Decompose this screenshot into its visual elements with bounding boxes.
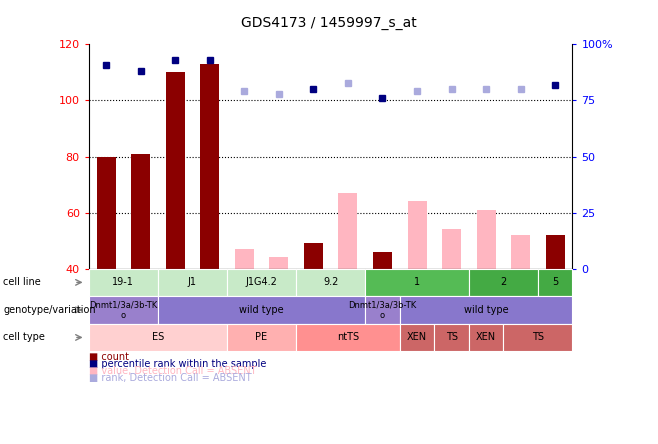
Text: XEN: XEN (476, 333, 496, 342)
Text: cell type: cell type (3, 333, 45, 342)
Bar (338, 193, 357, 269)
Bar (269, 258, 288, 269)
Text: genotype/variation: genotype/variation (3, 305, 96, 315)
Bar (407, 202, 426, 269)
Text: J1: J1 (188, 278, 197, 287)
Text: ■ count: ■ count (89, 352, 129, 362)
Bar (304, 243, 323, 269)
Text: ntTS: ntTS (337, 333, 359, 342)
Text: PE: PE (255, 333, 268, 342)
Bar (166, 72, 185, 269)
Text: ■ rank, Detection Call = ABSENT: ■ rank, Detection Call = ABSENT (89, 373, 251, 383)
Bar (131, 154, 150, 269)
Text: TS: TS (445, 333, 457, 342)
Bar (235, 249, 254, 269)
Text: ■ value, Detection Call = ABSENT: ■ value, Detection Call = ABSENT (89, 366, 257, 376)
Bar (511, 235, 530, 269)
Text: GDS4173 / 1459997_s_at: GDS4173 / 1459997_s_at (241, 16, 417, 30)
Bar (97, 157, 116, 269)
Bar (373, 252, 392, 269)
Text: wild type: wild type (240, 305, 284, 315)
Text: ■ percentile rank within the sample: ■ percentile rank within the sample (89, 359, 266, 369)
Bar (442, 230, 461, 269)
Text: 1: 1 (414, 278, 420, 287)
Text: 9.2: 9.2 (323, 278, 338, 287)
Text: cell line: cell line (3, 278, 41, 287)
Text: J1G4.2: J1G4.2 (245, 278, 278, 287)
Bar (545, 235, 565, 269)
Text: TS: TS (532, 333, 544, 342)
Text: 5: 5 (552, 278, 558, 287)
Text: Dnmt1/3a/3b-TK
o: Dnmt1/3a/3b-TK o (89, 300, 157, 320)
Text: 2: 2 (500, 278, 507, 287)
Text: wild type: wild type (464, 305, 509, 315)
Bar (476, 210, 495, 269)
Bar (200, 64, 219, 269)
Text: Dnmt1/3a/3b-TK
o: Dnmt1/3a/3b-TK o (348, 300, 417, 320)
Text: 19-1: 19-1 (113, 278, 134, 287)
Text: ES: ES (152, 333, 164, 342)
Text: XEN: XEN (407, 333, 427, 342)
